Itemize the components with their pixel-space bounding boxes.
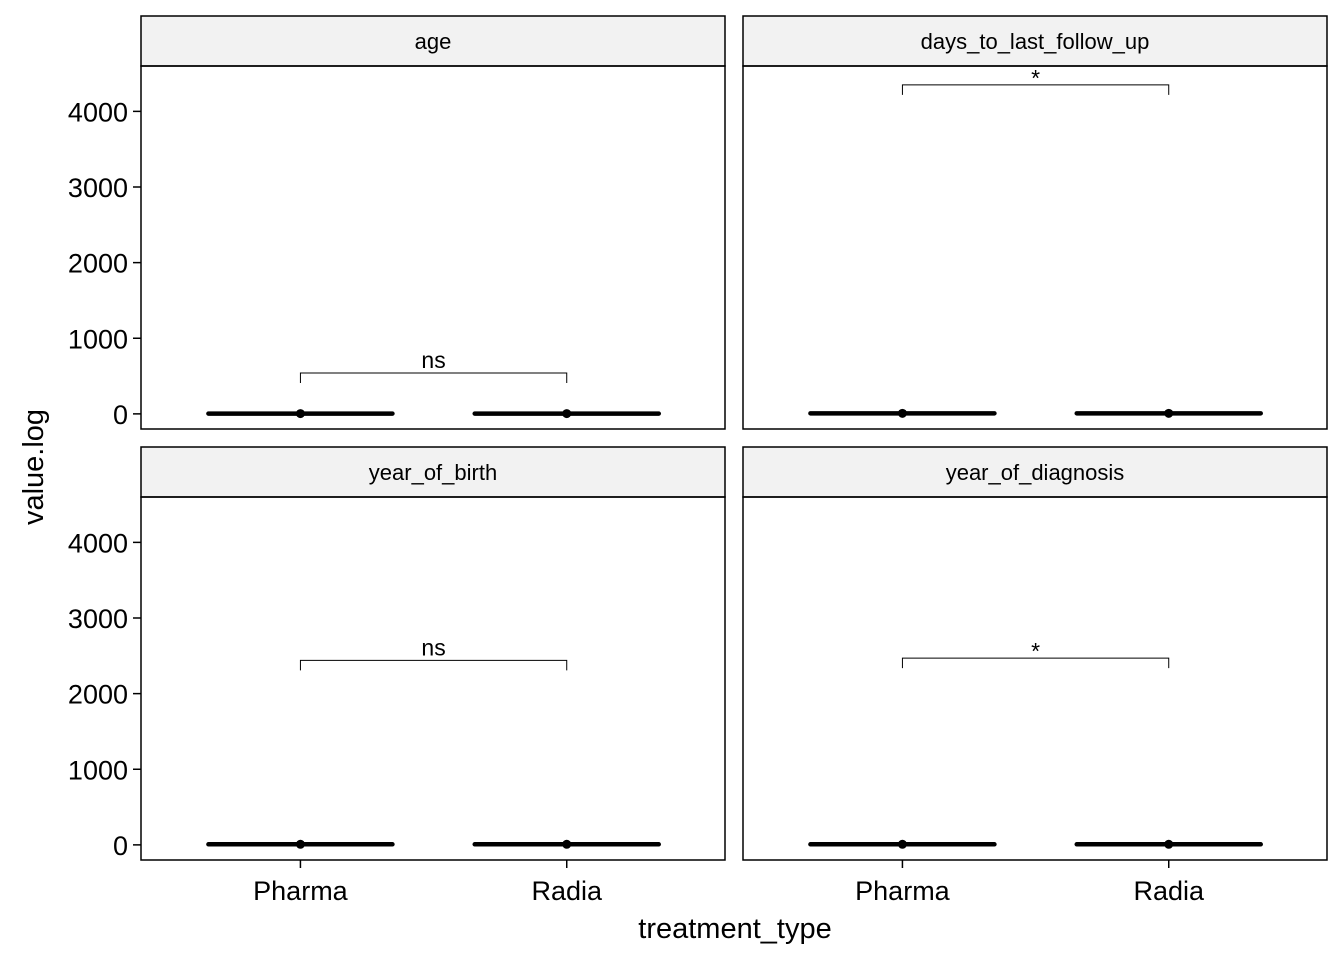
significance-label: ns [421,634,445,660]
panel-year-of-diagnosis [742,496,1328,861]
point-pharma [897,408,907,418]
y-axis-title: value.log [18,409,50,525]
significance-bracket [901,657,1170,669]
point-pharma [897,839,907,849]
strip-label: days_to_last_follow_up [921,29,1150,54]
strip-label: year_of_birth [369,460,497,485]
significance-label: * [1031,638,1040,664]
panel-year-of-birth [140,496,726,861]
point-pharma [295,839,305,849]
x-tick-label: Pharma [855,876,951,906]
y-tick-label: 3000 [68,604,128,634]
strip-year-of-diagnosis [742,446,1328,498]
point-pharma [295,409,305,419]
significance-bracket [901,84,1170,95]
y-tick-label: 2000 [68,249,128,279]
x-tick-label: Radia [1133,876,1205,906]
y-tick-label: 3000 [68,173,128,203]
strip-label: year_of_diagnosis [946,460,1125,485]
y-tick-label: 4000 [68,97,128,127]
y-tick-label: 1000 [68,755,128,785]
point-radia [562,839,572,849]
strip-label: age [415,29,452,54]
significance-label: * [1031,65,1040,91]
significance-label: ns [421,347,445,373]
x-tick-label: Radia [531,876,603,906]
strip-age [140,15,726,67]
point-radia [1164,839,1174,849]
significance-bracket [299,659,568,671]
significance-bracket [299,372,568,384]
y-tick-label: 1000 [68,324,128,354]
y-tick-label: 4000 [68,528,128,558]
point-radia [1164,408,1174,418]
panel-days-to-last-follow-up [742,65,1328,430]
x-tick-label: Pharma [253,876,349,906]
x-axis-title: treatment_type [638,913,831,945]
strip-days-to-last-follow-up [742,15,1328,67]
point-radia [562,409,572,419]
y-tick-label: 0 [113,400,128,430]
panel-age [140,65,726,430]
y-tick-label: 2000 [68,680,128,710]
y-tick-label: 0 [113,831,128,861]
